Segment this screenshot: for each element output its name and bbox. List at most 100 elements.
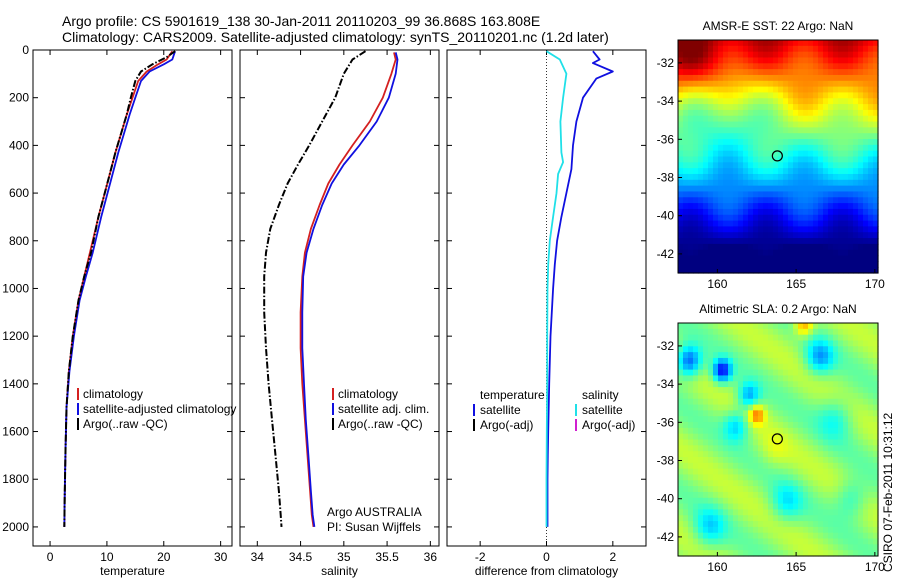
map-cell: [683, 203, 689, 210]
map-cell: [688, 433, 694, 441]
map-cell: [798, 474, 804, 481]
map-cell: [793, 491, 799, 499]
map-cell: [853, 375, 859, 382]
map-cell: [773, 226, 779, 233]
map-cell: [758, 51, 764, 59]
map-cell: [678, 109, 684, 117]
map-cell: [858, 532, 864, 540]
map-cell: [868, 387, 874, 394]
map-cell: [733, 480, 739, 487]
map-cell: [863, 363, 869, 371]
map-cell: [773, 208, 779, 216]
map-cell: [783, 474, 789, 481]
map-cell: [713, 57, 719, 64]
map-cell: [688, 238, 694, 245]
x-tick-label: 170: [865, 560, 885, 574]
map-cell: [858, 74, 864, 82]
map-cell: [703, 115, 709, 123]
map-cell: [848, 74, 854, 82]
map-cell: [793, 238, 799, 245]
map-cell: [703, 422, 709, 429]
map-cell: [823, 416, 829, 423]
map-cell: [778, 92, 784, 99]
map-cell: [778, 144, 784, 152]
map-cell: [868, 328, 874, 336]
map-cell: [688, 115, 694, 123]
map-cell: [803, 334, 809, 342]
map-cell: [728, 323, 734, 330]
map-cell: [818, 462, 824, 470]
map-cell: [693, 369, 699, 377]
map-cell: [768, 462, 774, 470]
map-cell: [863, 63, 869, 70]
map-cell: [848, 462, 854, 470]
map-cell: [868, 323, 874, 330]
map-cell: [863, 544, 869, 551]
map-frame: [677, 322, 879, 557]
map-cell: [798, 109, 804, 117]
map-cell: [688, 249, 694, 257]
map-cell: [693, 509, 699, 516]
map-cell: [808, 69, 814, 76]
map-cell: [683, 98, 689, 105]
map-cell: [693, 497, 699, 505]
map-cell: [803, 550, 809, 557]
map-cell: [813, 521, 819, 528]
map-cell: [833, 232, 839, 239]
map-cell: [773, 249, 779, 257]
map-cell: [873, 162, 879, 169]
map-cell: [868, 261, 874, 268]
map-cell: [838, 462, 844, 470]
map-cell: [838, 509, 844, 516]
map-cell: [693, 456, 699, 464]
map-cell: [833, 208, 839, 216]
map-cell: [863, 232, 869, 239]
map-cell: [728, 243, 734, 251]
map-cell: [778, 133, 784, 140]
map-cell: [718, 509, 724, 516]
map-cell: [763, 544, 769, 551]
map-cell: [778, 369, 784, 377]
map-cell: [858, 480, 864, 487]
map-cell: [823, 451, 829, 458]
map-cell: [678, 226, 684, 233]
map-cell: [773, 162, 779, 169]
map-cell: [743, 503, 749, 510]
map-cell: [748, 363, 754, 371]
map-cell: [778, 179, 784, 187]
map-cell: [803, 445, 809, 452]
map-cell: [823, 328, 829, 336]
map-cell: [743, 328, 749, 336]
map-cell: [813, 445, 819, 452]
map-cell: [753, 334, 759, 342]
map-cell: [833, 532, 839, 540]
map-cell: [678, 410, 684, 417]
map-cell: [753, 214, 759, 222]
map-cell: [753, 191, 759, 198]
map-cell: [713, 208, 719, 216]
map-cell: [698, 328, 704, 336]
map-cell: [773, 139, 779, 146]
map-cell: [873, 456, 879, 464]
map-cell: [743, 92, 749, 99]
map-cell: [693, 80, 699, 88]
map-cell: [848, 80, 854, 88]
map-cell: [703, 550, 709, 557]
map-cell: [753, 168, 759, 175]
map-cell: [728, 185, 734, 193]
map-cell: [748, 92, 754, 99]
map-cell: [758, 497, 764, 505]
map-cell: [783, 486, 789, 493]
map-cell: [823, 173, 829, 181]
map-cell: [798, 191, 804, 198]
map-cell: [768, 544, 774, 551]
map-cell: [713, 387, 719, 394]
legend-group-title: salinity: [582, 388, 619, 402]
map-cell: [818, 208, 824, 216]
map-cell: [703, 203, 709, 210]
map-cell: [678, 144, 684, 152]
map-cell: [713, 544, 719, 551]
x-tick-label: 30: [214, 550, 228, 564]
map-cell: [718, 127, 724, 134]
